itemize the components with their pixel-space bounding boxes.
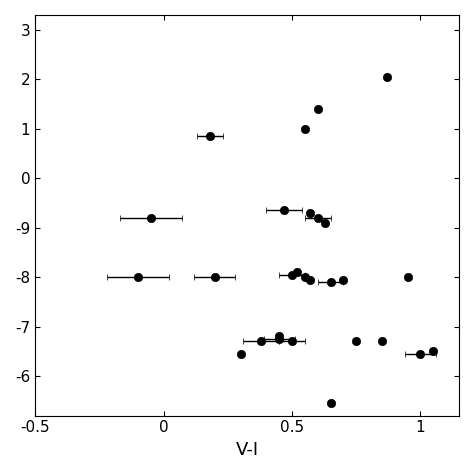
X-axis label: V-I: V-I: [236, 441, 259, 459]
